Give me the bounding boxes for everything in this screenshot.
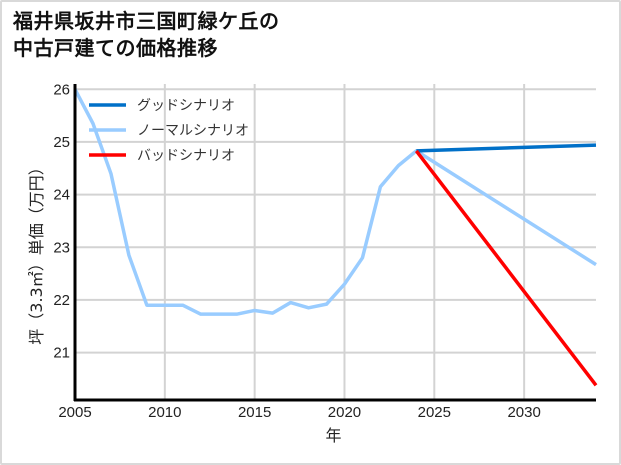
x-axis-label: 年 [325, 426, 341, 445]
chart-title: 福井県坂井市三国町緑ケ丘の 中古戸建ての価格推移 [13, 8, 280, 62]
x-tick-label: 2010 [148, 404, 181, 421]
x-axis-ticks: 2005 2010 2015 2020 2025 2030 [58, 404, 541, 421]
series-line-1 [73, 88, 597, 316]
x-tick-label: 2005 [58, 404, 91, 421]
y-tick-label: 25 [53, 134, 70, 151]
y-tick-label: 22 [53, 292, 70, 309]
y-axis-label: 坪（3.3㎡）単価（万円） [27, 159, 46, 344]
x-tick-label: 2020 [328, 404, 361, 421]
axes [73, 84, 596, 402]
x-tick-label: 2015 [238, 404, 271, 421]
legend-label-2: バッドシナリオ [137, 148, 235, 164]
y-tick-label: 26 [53, 81, 70, 98]
legend-label-1: ノーマルシナリオ [137, 123, 249, 139]
y-tick-label: 23 [53, 239, 70, 256]
chart-title-line-1: 福井県坂井市三国町緑ケ丘の [13, 9, 280, 33]
y-tick-label: 24 [53, 187, 70, 204]
chart-title-line-2: 中古戸建ての価格推移 [13, 36, 218, 60]
y-axis-ticks: 21 22 23 24 25 26 [53, 81, 70, 361]
data-series [73, 88, 598, 387]
series-line-2 [414, 149, 598, 387]
legend-label-0: グッドシナリオ [137, 98, 235, 114]
x-tick-label: 2025 [418, 404, 451, 421]
y-tick-label: 21 [53, 345, 70, 362]
x-tick-label: 2030 [507, 404, 540, 421]
series-line-0 [416, 143, 597, 153]
